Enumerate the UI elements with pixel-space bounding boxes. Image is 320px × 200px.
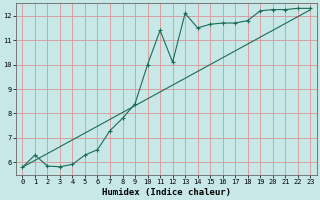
X-axis label: Humidex (Indice chaleur): Humidex (Indice chaleur) [102, 188, 231, 197]
